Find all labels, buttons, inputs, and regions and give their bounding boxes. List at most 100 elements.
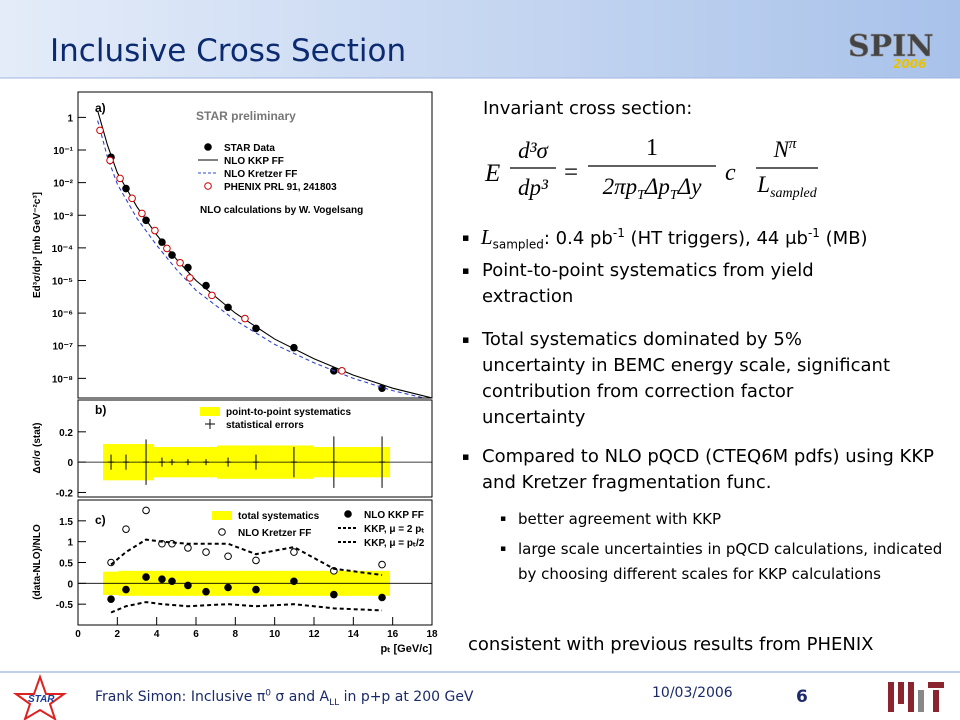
data-point	[241, 314, 249, 323]
panel-frame	[77, 91, 433, 399]
formula-num2: Nπ	[773, 136, 797, 162]
formula-part: 2πp	[603, 174, 638, 199]
bullet-text: Compared to NLO pQCD (CTEQ6M pdfs) using…	[482, 446, 935, 493]
data-point	[168, 251, 176, 259]
y-tick-label: 1	[67, 113, 73, 124]
text-part: 0	[265, 688, 271, 699]
bullet: ▪ Point-to-point systematics from yield e…	[462, 258, 932, 310]
panel-label: b)	[95, 403, 106, 417]
formula-den1: 2πpTΔpTΔy	[603, 174, 703, 203]
text-part: : 0.4 pb	[543, 228, 613, 249]
footer-caption: Frank Simon: Inclusive π0 σ and ALL in p…	[95, 684, 474, 710]
y-axis-label: Ed³σ/dp³ [mb GeV⁻²c³]	[32, 192, 43, 298]
mit-bar	[928, 682, 944, 688]
y-tick-label: 10⁻²	[53, 179, 73, 190]
plot-area	[78, 436, 432, 488]
legend-label: statistical errors	[226, 420, 304, 431]
x-tick-label: 10	[269, 629, 281, 640]
text-part: (MB)	[819, 228, 868, 249]
legend-swatch	[218, 528, 226, 536]
data-point	[202, 587, 210, 596]
sub-bullet: ▪ better agreement with KKP	[500, 507, 950, 532]
curve	[97, 110, 432, 398]
bullet: ▪ Lsampled: 0.4 pb-1 (HT triggers), 44 μ…	[462, 225, 868, 252]
data-point	[122, 585, 130, 594]
text-part: L	[480, 225, 493, 249]
text-part: LL	[329, 697, 340, 708]
data-point	[151, 226, 159, 235]
plot-area	[96, 110, 432, 398]
legend-label: STAR Data	[224, 143, 275, 154]
star-logo-shape	[12, 673, 68, 720]
formula-part: π	[789, 136, 797, 152]
header-bar	[0, 0, 960, 78]
text-part: sampled	[492, 237, 544, 252]
formula-part: L	[756, 172, 770, 197]
legend-swatch	[200, 407, 220, 416]
legend-swatch	[212, 511, 232, 520]
formula-eq: =	[564, 159, 578, 186]
x-tick-label: 0	[75, 629, 81, 640]
x-tick-label: 14	[348, 629, 360, 640]
panel-title: STAR preliminary	[196, 109, 296, 123]
formula-part: sampled	[770, 186, 818, 201]
y-tick-label: -0.2	[56, 488, 74, 499]
legend-label: NLO Kretzer FF	[238, 528, 311, 539]
data-point	[138, 209, 146, 218]
y-tick-label: 1	[67, 538, 73, 549]
page-number: 6	[796, 687, 808, 707]
panel-label: c)	[95, 513, 106, 527]
y-tick-label: 10⁻⁶	[52, 309, 73, 320]
data-point	[208, 291, 216, 300]
y-tick-label: 10⁻⁷	[52, 342, 73, 353]
figure: 1 10⁻¹ 10⁻² 10⁻³ 10⁻⁴ 10⁻⁵ 10⁻⁶ 10⁻⁷ 10⁻⁸ STAR Da…	[32, 91, 438, 655]
y-axis-label: (data-NLO)/NLO	[32, 524, 43, 600]
slide-title: Inclusive Cross Section	[50, 33, 406, 69]
legend-label: NLO Kretzer FF	[224, 169, 297, 180]
text-part: -1	[807, 226, 820, 240]
legend-label: KKP, μ = pₜ/2	[364, 538, 425, 549]
conclusion: consistent with previous results from PH…	[468, 634, 874, 655]
data-point	[107, 595, 115, 603]
data-point	[252, 585, 260, 594]
formula-den2: Lsampled	[756, 172, 817, 201]
x-tick-label: 16	[387, 629, 399, 640]
data-point	[252, 556, 260, 565]
y-tick-label: 1.5	[59, 517, 73, 528]
legend-label: NLO KKP FF	[224, 156, 284, 167]
data-point	[176, 258, 184, 267]
mit-bar	[908, 682, 914, 712]
data-point	[163, 244, 171, 253]
data-point	[224, 583, 232, 592]
y-tick-label: 10⁻⁴	[52, 244, 73, 255]
formula-part: Δy	[677, 174, 702, 199]
legend-swatch	[204, 143, 212, 151]
panel-frame	[77, 399, 433, 498]
y-tick-label: 0.5	[59, 559, 73, 570]
text-part: -1	[612, 226, 625, 240]
plot-area	[78, 506, 432, 614]
mit-bar	[918, 690, 924, 712]
x-tick-label: 12	[308, 629, 320, 640]
text-part: σ and A	[270, 689, 330, 705]
y-tick-label: 0	[67, 579, 73, 590]
mit-bar	[933, 690, 939, 712]
data-point	[202, 281, 210, 290]
y-tick-label: 10⁻¹	[53, 146, 73, 157]
formula-den: dp³	[518, 175, 549, 200]
y-tick-label: 10⁻³	[53, 211, 73, 222]
formula-num: d³σ	[518, 138, 549, 163]
data-point	[290, 548, 298, 556]
legend-label: total systematics	[238, 511, 320, 522]
y-tick-label: -0.5	[56, 600, 74, 611]
y-tick-label: 0.2	[59, 428, 73, 439]
data-point	[184, 544, 192, 552]
curve	[97, 120, 427, 398]
data-point	[224, 552, 232, 561]
bullet: ▪ Compared to NLO pQCD (CTEQ6M pdfs) usin…	[462, 444, 942, 496]
x-tick-label: 4	[154, 629, 160, 640]
panel-note: NLO calculations by W. Vogelsang	[200, 205, 363, 216]
x-axis-label: pₜ [GeV/c]	[380, 643, 432, 655]
legend-swatch	[344, 510, 352, 518]
